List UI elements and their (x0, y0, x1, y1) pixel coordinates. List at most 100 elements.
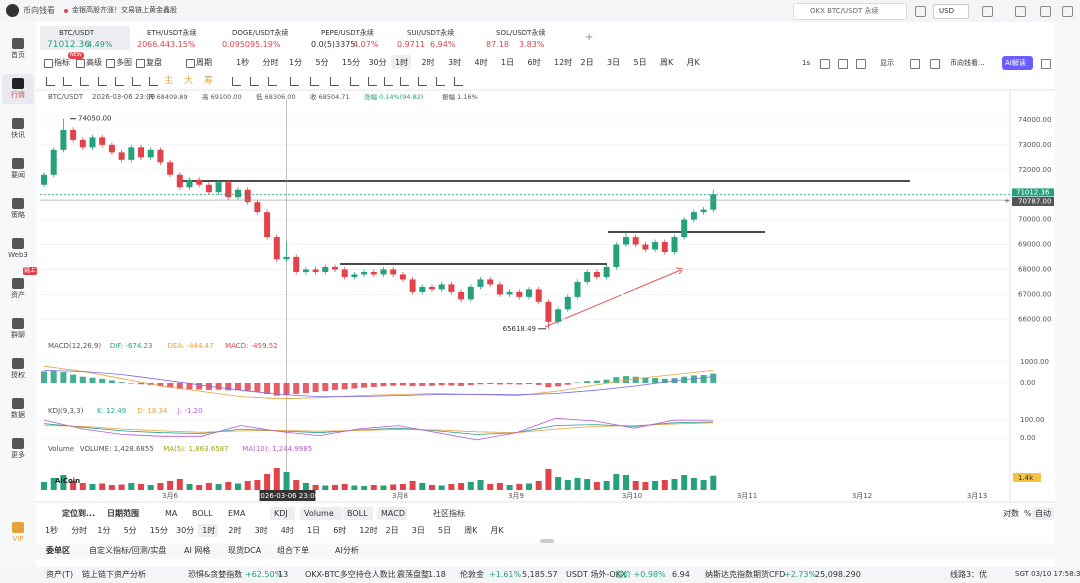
panel-tab[interactable]: 委单区 (46, 546, 70, 555)
tool[interactable]: 多图 (116, 58, 132, 67)
period[interactable]: 15分 (149, 526, 168, 535)
footer-right[interactable]: % (1024, 509, 1032, 518)
status-item[interactable]: OKX-BTC多空持仓人数比 (305, 570, 396, 579)
sidebar-label[interactable]: 要闻 (11, 171, 25, 179)
ticker-symbol[interactable]: SOL/USDT永续 (496, 29, 546, 37)
period[interactable]: 2日 (580, 58, 594, 67)
sidebar-label[interactable]: 资产 (11, 291, 25, 299)
ticker-symbol[interactable]: ETH/USDT永续 (147, 29, 197, 37)
indicator[interactable]: MA (165, 509, 178, 518)
sidebar-label[interactable]: 策略 (11, 211, 25, 219)
period-active (391, 55, 411, 69)
period[interactable]: 30分 (176, 526, 195, 535)
sub-ind-bg (300, 507, 342, 520)
period[interactable]: 5分 (315, 58, 329, 67)
period[interactable]: 3时 (448, 58, 462, 67)
period[interactable]: 3时 (254, 526, 268, 535)
period[interactable]: 1分 (97, 526, 111, 535)
sidebar-label[interactable]: 授权 (11, 371, 25, 379)
footer-right[interactable]: 对数 (1003, 509, 1019, 518)
ticker-symbol[interactable]: SUI/USDT永续 (407, 29, 455, 37)
toolbar-right[interactable]: AI解读 (1005, 59, 1026, 67)
macd-bar (370, 382, 377, 387)
tool[interactable]: 复盘 (146, 58, 162, 67)
status-line[interactable]: 线路3：优 (950, 570, 988, 579)
tool[interactable]: 高级 (86, 58, 102, 67)
mode[interactable]: 筹 (204, 76, 214, 86)
status-item[interactable]: 恐惧&贪婪指数 (188, 570, 243, 579)
panel-tab[interactable]: 现货DCA (228, 546, 262, 555)
period[interactable]: 分时 (71, 526, 88, 535)
news[interactable]: 金银高股齐涨！交易链上黄金鑫股 (72, 6, 177, 14)
period[interactable]: 12时 (359, 526, 378, 535)
period[interactable]: 5分 (123, 526, 137, 535)
period[interactable]: 月K (490, 526, 504, 535)
period[interactable]: 1时 (395, 58, 409, 67)
toolbar-right[interactable]: 显示 (880, 59, 894, 67)
ticker-symbol[interactable]: PEPE/USDT永续 (321, 29, 374, 37)
period[interactable]: 12时 (554, 58, 573, 67)
period[interactable]: 1日 (307, 526, 321, 535)
ticker-symbol[interactable]: DOGE/USDT永续 (232, 29, 289, 37)
panel-tab[interactable]: 自定义指标/回测/实盘 (89, 546, 167, 555)
footer-left[interactable]: 日期范围 (107, 509, 139, 518)
period[interactable]: 周K (660, 58, 674, 67)
sidebar-label[interactable]: 更多 (11, 451, 25, 459)
period[interactable]: 1秒 (236, 58, 250, 67)
community[interactable]: 社区指标 (433, 509, 465, 518)
status-item[interactable]: 纳斯达克指数期货CFD (705, 570, 786, 579)
status-item[interactable]: USDT 场外-OKX (566, 570, 627, 579)
macd-bar (128, 382, 135, 384)
period[interactable]: 2时 (421, 58, 435, 67)
period[interactable]: 6时 (333, 526, 347, 535)
period[interactable]: 4时 (280, 526, 294, 535)
period[interactable]: 4时 (474, 58, 488, 67)
sub-indicator[interactable]: MACD (381, 509, 405, 518)
period[interactable]: 2时 (228, 526, 242, 535)
period[interactable]: 5日 (438, 526, 452, 535)
period[interactable]: 15分 (342, 58, 361, 67)
period[interactable]: 1时 (202, 526, 216, 535)
sub-indicator[interactable]: Volume (304, 509, 334, 518)
period[interactable]: 周K (464, 526, 478, 535)
mode[interactable]: 大 (184, 76, 194, 86)
period[interactable]: 5日 (633, 58, 647, 67)
tool[interactable]: 周期 (196, 58, 212, 67)
sidebar-label[interactable]: 数据 (11, 411, 25, 419)
period[interactable]: 2日 (385, 526, 399, 535)
mode[interactable]: 主 (164, 76, 174, 86)
period[interactable]: 3日 (411, 526, 425, 535)
period[interactable]: 1秒 (45, 526, 59, 535)
sidebar-label[interactable]: 群聊 (11, 331, 25, 339)
status-left[interactable]: 资产(T) (46, 570, 74, 579)
panel-tab[interactable]: 组合下单 (277, 546, 309, 555)
status-left[interactable]: 链上链下资产分析 (82, 570, 146, 579)
sidebar-label[interactable]: 首页 (11, 51, 25, 59)
currency[interactable]: USD (939, 7, 954, 15)
sidebar-label[interactable]: VIP (12, 535, 24, 543)
period[interactable]: 分时 (262, 58, 279, 67)
indicator[interactable]: BOLL (192, 509, 213, 518)
indicator[interactable]: EMA (228, 509, 246, 518)
sub-indicator[interactable]: KDJ (274, 509, 288, 518)
tool[interactable]: 指标 (54, 58, 70, 67)
period[interactable]: 月K (686, 58, 700, 67)
search[interactable]: OKX BTC/USDT 永续 (810, 7, 879, 15)
footer-left[interactable]: 定位到... (62, 509, 96, 518)
period[interactable]: 30分 (368, 58, 387, 67)
ticker-symbol[interactable]: BTC/USDT (59, 29, 95, 37)
period[interactable]: 1分 (289, 58, 303, 67)
period[interactable]: 1日 (501, 58, 515, 67)
sidebar-label[interactable]: Web3 (8, 251, 28, 259)
sidebar-label[interactable]: 行情 (11, 91, 25, 99)
footer-right[interactable]: 自动 (1035, 509, 1051, 518)
period[interactable]: 6时 (527, 58, 541, 67)
toolbar-right[interactable]: 币向钱看... (950, 59, 985, 67)
toolbar-right[interactable]: 1s (802, 59, 811, 67)
status-item[interactable]: 伦敦金 (460, 570, 484, 579)
panel-tab[interactable]: AI 网格 (184, 546, 211, 555)
sidebar-label[interactable]: 快讯 (11, 131, 25, 139)
sub-indicator[interactable]: BOLL (347, 509, 368, 518)
period[interactable]: 3日 (607, 58, 621, 67)
panel-tab[interactable]: AI分析 (335, 546, 359, 555)
